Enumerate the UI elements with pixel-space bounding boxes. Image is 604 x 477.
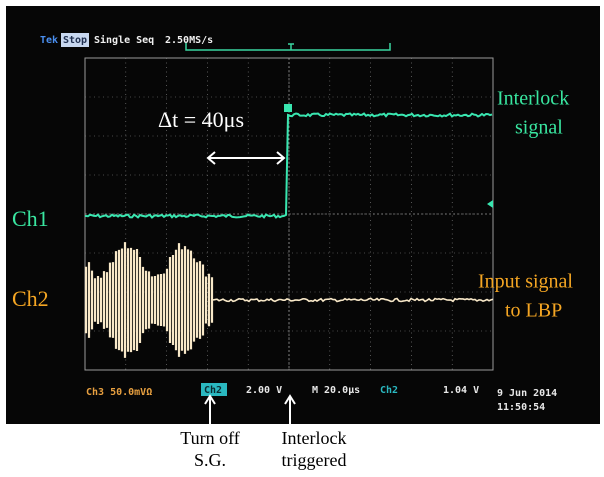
ch2-box-label: Ch2: [204, 385, 222, 396]
status: Stop: [63, 35, 87, 46]
interlock-label: Interlock: [497, 88, 569, 110]
ch1-marker: [284, 104, 292, 112]
mode: Single Seq: [94, 34, 154, 46]
date: 9 Jun 2014: [497, 388, 557, 399]
sample-rate: 2.50MS/s: [165, 35, 213, 46]
ch2-scale: 2.00 V: [246, 385, 282, 396]
time: 11:50:54: [497, 402, 545, 413]
interlock-triggered-label: Interlock: [282, 428, 347, 448]
ch1-label: Ch1: [12, 206, 49, 231]
input-label: Input signal: [478, 271, 573, 293]
interlock-label: signal: [515, 117, 563, 139]
brand: Tek: [40, 35, 58, 46]
turn-off-label: S.G.: [194, 450, 226, 470]
input-label: to LBP: [505, 300, 562, 322]
ch2-label: Ch2: [12, 286, 49, 311]
trigger-level: 1.04 V: [443, 385, 479, 396]
scope-photo: Tek Stop Single Seq 2.50MS/s Δt = 40μs I…: [0, 0, 604, 477]
trigger-source: Ch2: [380, 385, 398, 396]
turn-off-label: Turn off: [180, 428, 240, 448]
ch3-readout: Ch3 50.0mVΩ: [86, 387, 152, 398]
interlock-triggered-label: triggered: [282, 450, 347, 470]
timebase: M 20.0μs: [312, 385, 360, 396]
delta-t: Δt = 40μs: [158, 107, 244, 132]
